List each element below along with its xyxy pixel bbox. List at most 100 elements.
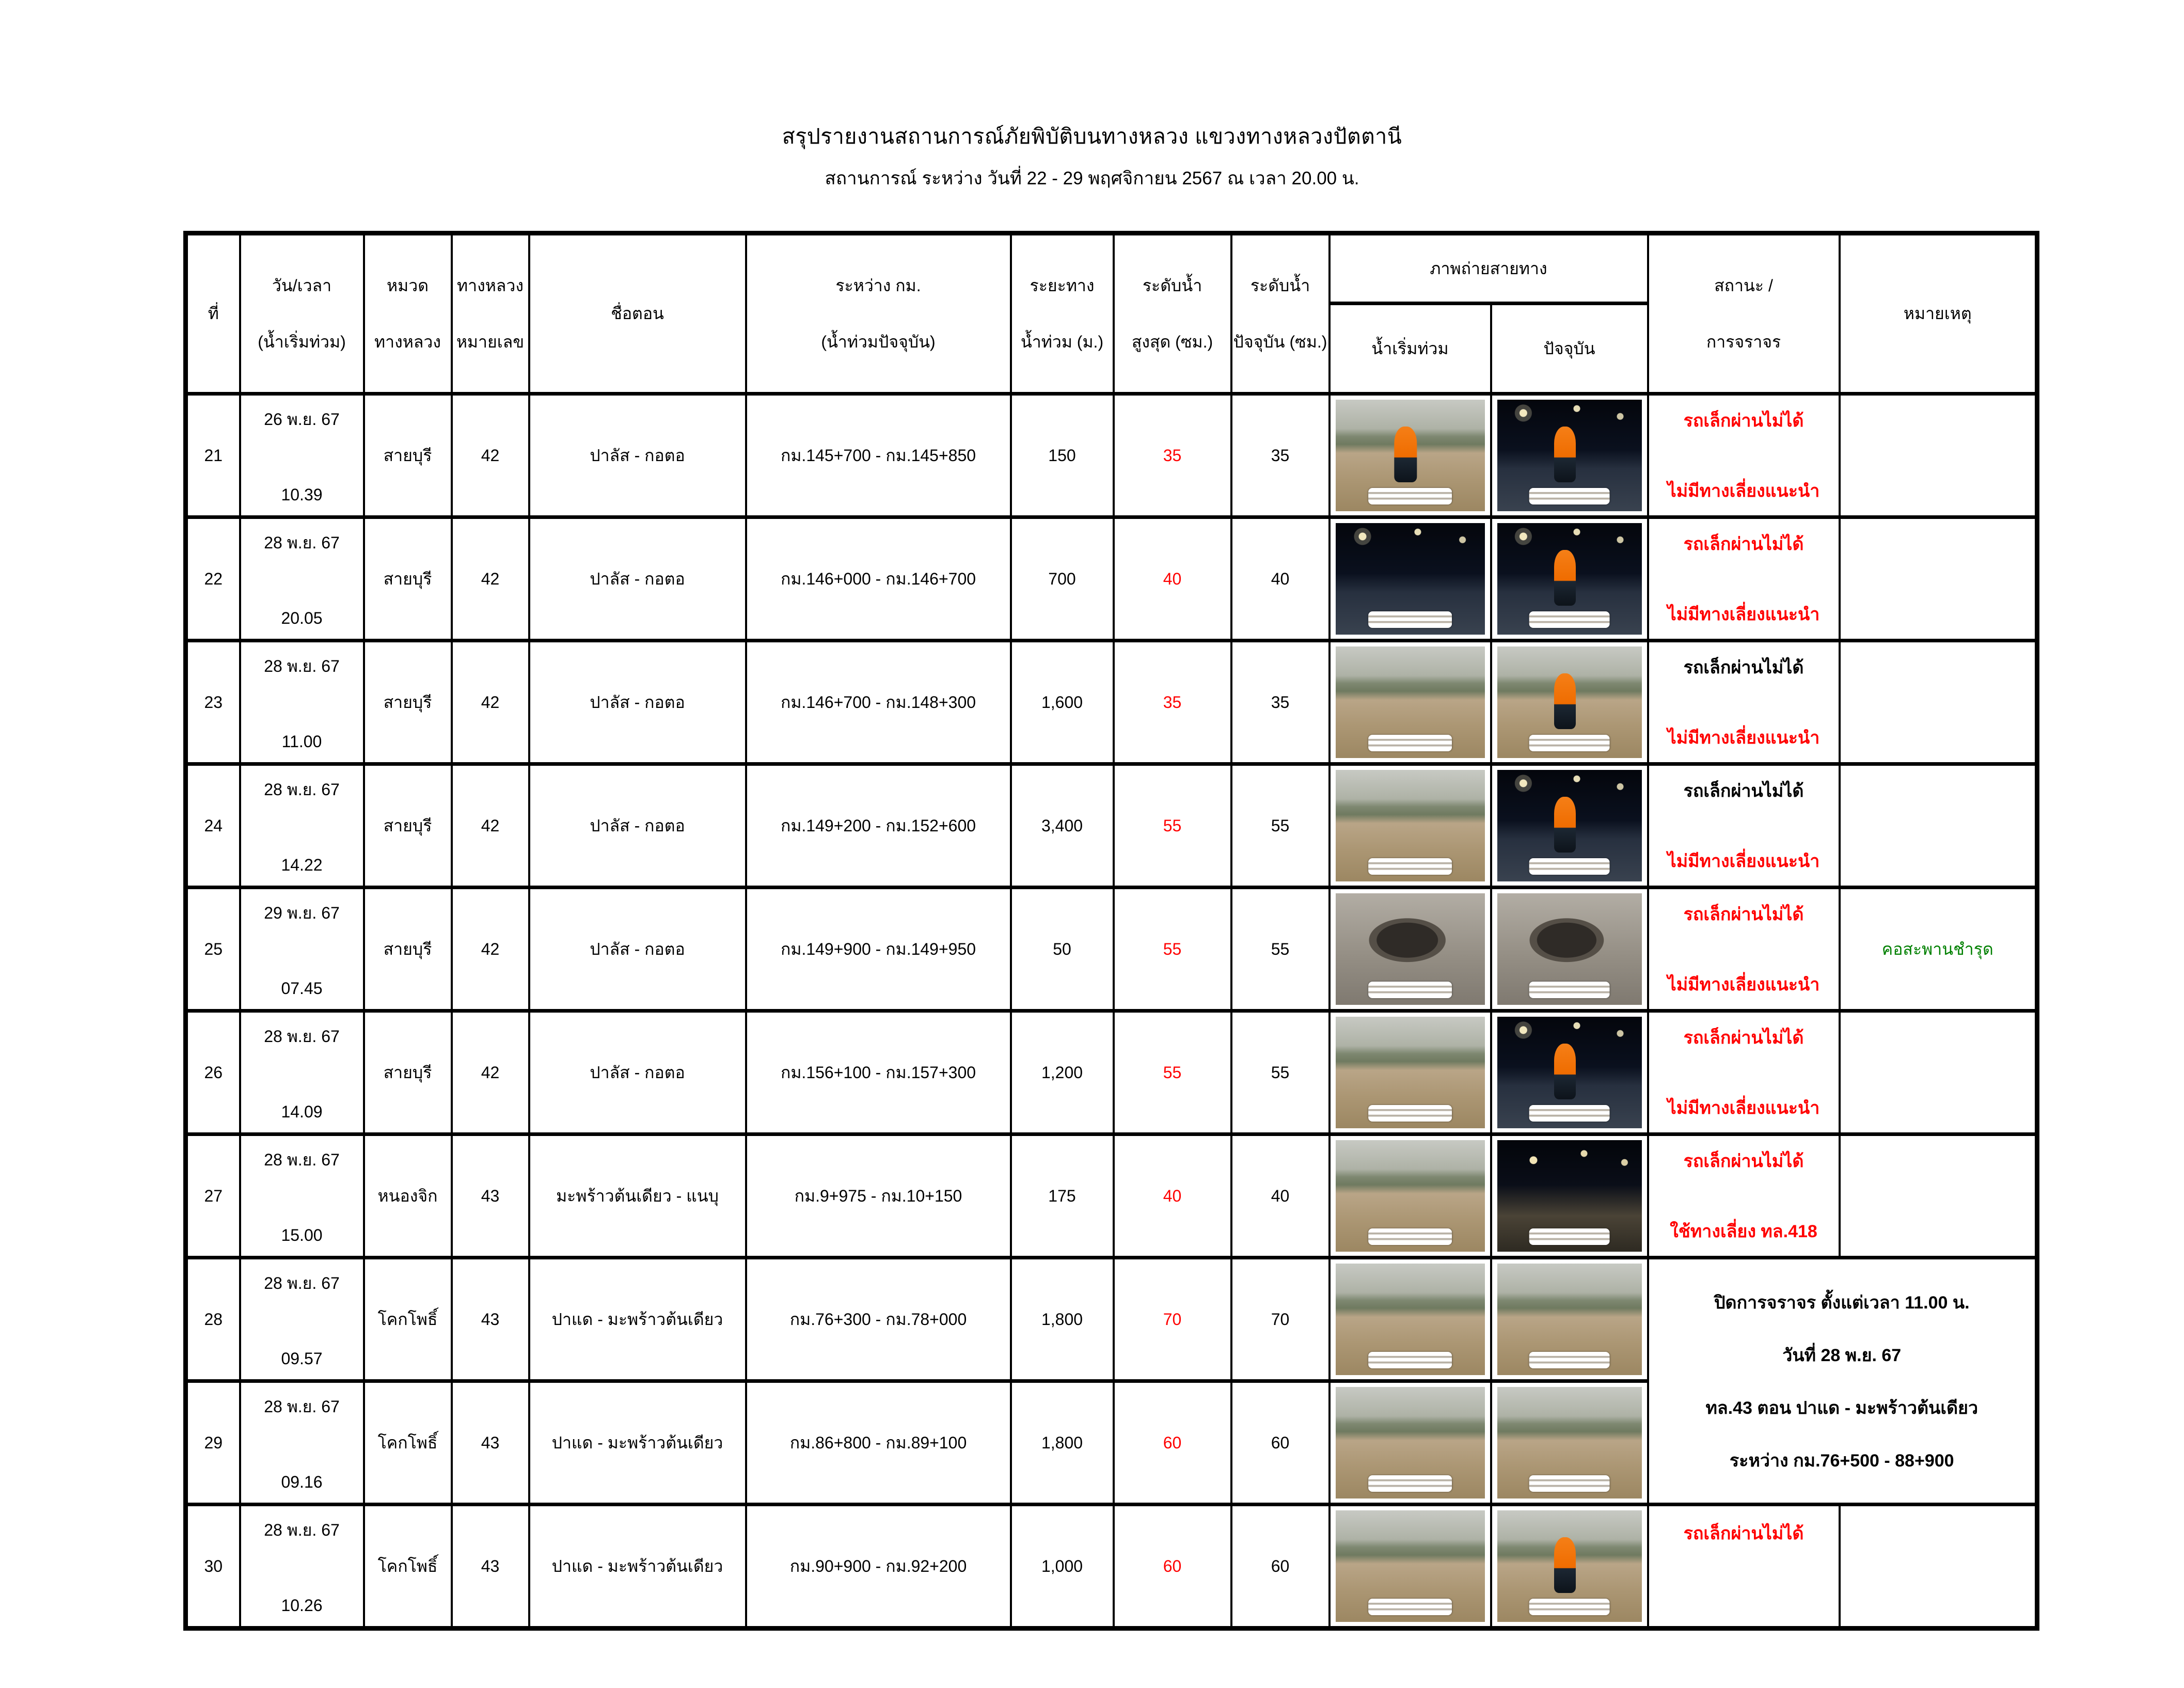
col-header-distance-line1: ระยะทาง xyxy=(1030,276,1095,295)
traffic-status-cell: รถเล็กผ่านไม่ได้ ไม่มีทางเลี่ยงแนะนำ xyxy=(1647,392,1841,519)
max-water-level-cm: 70 xyxy=(1163,1310,1182,1329)
current-water-level-cm: 35 xyxy=(1271,692,1290,712)
section-name-cell: ปาลัส - กอตอ xyxy=(528,639,747,766)
traffic-status-cell: รถเล็กผ่านไม่ได้ ไม่มีทางเลี่ยงแนะนำ xyxy=(1647,762,1841,889)
col-header-distance: ระยะทาง น้ำท่วม (ม.) xyxy=(1009,231,1115,396)
max-water-level-cm: 60 xyxy=(1163,1556,1182,1575)
table-row: 30 28 พ.ย. 67 10.26 โคกโพธิ์ 43 ปาแด - มะพร้า… xyxy=(184,1503,2038,1630)
photo-flood-start xyxy=(1335,893,1485,1005)
flood-start-date: 28 พ.ย. 67 xyxy=(264,1397,340,1416)
col-header-district-line1: หมวด xyxy=(387,276,429,295)
photo-flood-start xyxy=(1335,523,1485,635)
km-range: กม.149+900 - กม.149+950 xyxy=(780,939,976,958)
col-header-no: ที่ xyxy=(184,231,241,396)
row-number-cell: 22 xyxy=(184,515,241,642)
highway-number-cell: 43 xyxy=(450,1132,530,1259)
highway-district: สายบุรี xyxy=(383,446,432,465)
flood-distance-m: 1,800 xyxy=(1041,1310,1083,1329)
section-name: ปาแด - มะพร้าวต้นเดียว xyxy=(551,1433,723,1452)
current-water-level-cm: 55 xyxy=(1271,1063,1290,1082)
max-water-level-cell: 55 xyxy=(1112,1009,1232,1136)
flood-start-time: 20.05 xyxy=(281,609,323,627)
highway-district: สายบุรี xyxy=(383,816,432,835)
photo-flood-start-cell xyxy=(1328,1256,1492,1383)
photo-flood-start-cell xyxy=(1328,1379,1492,1506)
highway-number: 42 xyxy=(481,816,500,835)
current-water-level-cm: 60 xyxy=(1271,1556,1290,1575)
flood-start-date: 28 พ.ย. 67 xyxy=(264,1521,340,1539)
photo-flood-current xyxy=(1497,893,1642,1005)
current-water-level-cell: 35 xyxy=(1230,392,1331,519)
flood-start-time: 15.00 xyxy=(281,1226,323,1244)
photo-flood-current xyxy=(1497,523,1642,635)
flood-start-date: 28 พ.ย. 67 xyxy=(264,1150,340,1169)
current-water-level-cell: 35 xyxy=(1230,639,1331,766)
photo-flood-current xyxy=(1497,1017,1642,1128)
col-header-highway-line1: ทางหลวง xyxy=(457,276,524,295)
traffic-status-cell: รถเล็กผ่านไม่ได้ ใช้ทางเลี่ยง ทล.418 xyxy=(1647,1132,1841,1259)
highway-district: โคกโพธิ์ xyxy=(377,1556,438,1575)
col-header-distance-line2: น้ำท่วม (ม.) xyxy=(1020,332,1104,351)
max-water-level-cell: 35 xyxy=(1112,639,1232,766)
highway-district: โคกโพธิ์ xyxy=(377,1310,438,1329)
traffic-status-line: รถเล็กผ่านไม่ได้ xyxy=(1683,534,1804,554)
km-range: กม.90+900 - กม.92+200 xyxy=(789,1556,967,1575)
note-cell xyxy=(1838,762,2038,889)
row-number-cell: 30 xyxy=(184,1503,241,1630)
highway-district: โคกโพธิ์ xyxy=(377,1433,438,1452)
current-water-level-cell: 55 xyxy=(1230,762,1331,889)
current-water-level-cell: 60 xyxy=(1230,1503,1331,1630)
col-header-status-line1: สถานะ / xyxy=(1714,276,1773,295)
max-water-level-cell: 60 xyxy=(1112,1503,1232,1630)
flood-start-time: 10.26 xyxy=(281,1596,323,1615)
col-header-datetime-line2: (น้ำเริ่มท่วม) xyxy=(258,332,346,351)
photo-flood-start-cell xyxy=(1328,515,1492,642)
photo-flood-current xyxy=(1497,400,1642,511)
flood-distance-m: 175 xyxy=(1048,1186,1076,1205)
km-range-cell: กม.90+900 - กม.92+200 xyxy=(745,1503,1012,1630)
photo-flood-start xyxy=(1335,1510,1485,1622)
col-header-km-range: ระหว่าง กม. (น้ำท่วมปัจจุบัน) xyxy=(745,231,1012,396)
photo-flood-current-cell xyxy=(1490,1009,1649,1136)
photo-flood-current xyxy=(1497,1264,1642,1375)
highway-district: หนองจิก xyxy=(377,1186,438,1205)
photo-flood-current-cell xyxy=(1490,886,1649,1013)
max-water-level-cell: 40 xyxy=(1112,1132,1232,1259)
note-text: คอสะพานชำรุด xyxy=(1881,939,1993,958)
current-water-level-cm: 60 xyxy=(1271,1433,1290,1452)
max-water-level-cm: 40 xyxy=(1163,569,1182,588)
row-number: 26 xyxy=(204,1063,223,1082)
current-water-level-cm: 70 xyxy=(1271,1310,1290,1329)
photo-flood-current-cell xyxy=(1490,762,1649,889)
photo-flood-current-cell xyxy=(1490,1132,1649,1259)
current-water-level-cm: 55 xyxy=(1271,939,1290,958)
flood-report-table: ที่ วัน/เวลา (น้ำเริ่มท่วม) หมวด ทางหลวง… xyxy=(183,231,2039,1631)
km-range-cell: กม.149+900 - กม.149+950 xyxy=(745,886,1012,1013)
highway-district: สายบุรี xyxy=(383,692,432,712)
traffic-status-line: รถเล็กผ่านไม่ได้ xyxy=(1683,1524,1804,1543)
traffic-status-line: ใช้ทางเลี่ยง ทล.418 xyxy=(1670,1222,1817,1241)
row-number: 24 xyxy=(204,816,223,835)
highway-number: 42 xyxy=(481,692,500,712)
traffic-status-line: ไม่มีทางเลี่ยงแนะนำ xyxy=(1667,975,1820,995)
highway-district: สายบุรี xyxy=(383,569,432,588)
photo-flood-start-cell xyxy=(1328,392,1492,519)
table-row: 27 28 พ.ย. 67 15.00 หนองจิก 43 มะพร้าวต้นเดีย… xyxy=(184,1132,2038,1259)
highway-number-cell: 42 xyxy=(450,886,530,1013)
row-number: 22 xyxy=(204,569,223,588)
max-water-level-cell: 40 xyxy=(1112,515,1232,642)
km-range: กม.149+200 - กม.152+600 xyxy=(780,816,976,835)
table-row: 26 28 พ.ย. 67 14.09 สายบุรี 42 ปาลัส - กอตอ กม… xyxy=(184,1009,2038,1136)
flood-start-date: 26 พ.ย. 67 xyxy=(264,410,340,429)
km-range: กม.145+700 - กม.145+850 xyxy=(780,446,976,465)
km-range: กม.156+100 - กม.157+300 xyxy=(780,1063,976,1082)
section-name-cell: ปาลัส - กอตอ xyxy=(528,392,747,519)
row-number: 23 xyxy=(204,692,223,712)
traffic-status-cell: รถเล็กผ่านไม่ได้ ไม่มีทางเลี่ยงแนะนำ xyxy=(1647,639,1841,766)
col-header-status: สถานะ / การจราจร xyxy=(1647,231,1841,396)
max-water-level-cm: 35 xyxy=(1163,446,1182,465)
section-name: ปาแด - มะพร้าวต้นเดียว xyxy=(551,1556,723,1575)
col-header-km-line1: ระหว่าง กม. xyxy=(835,276,921,295)
note-cell xyxy=(1838,515,2038,642)
current-water-level-cell: 40 xyxy=(1230,515,1331,642)
